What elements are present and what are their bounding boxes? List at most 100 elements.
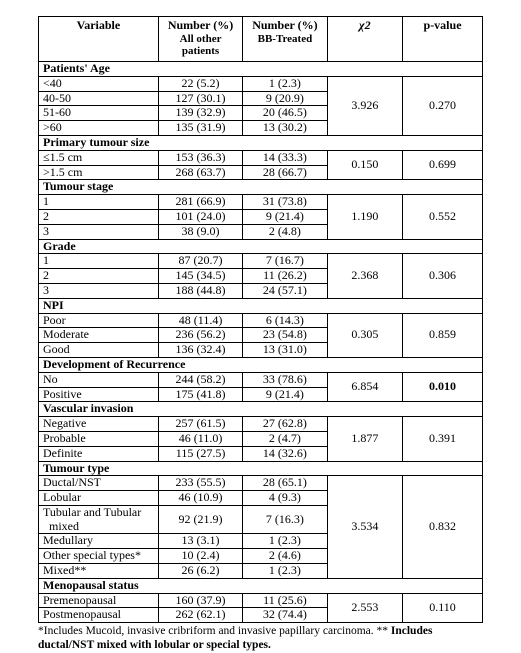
cell-n1: 139 (32.9) xyxy=(158,106,242,121)
section-title: Menopausal status xyxy=(39,578,483,593)
stats-table: Variable Number (%) All other patients N… xyxy=(38,16,483,623)
section-header: Menopausal status xyxy=(39,578,483,593)
cell-n2: 13 (30.2) xyxy=(243,121,327,136)
cell-n2: 1 (2.3) xyxy=(243,564,327,579)
cell-n2: 28 (66.7) xyxy=(243,165,327,180)
col-n1-sub: All other patients xyxy=(161,33,240,57)
cell-n1: 92 (21.9) xyxy=(158,505,242,534)
section-title: Tumour type xyxy=(39,461,483,476)
footnote: *Includes Mucoid, invasive cribriform an… xyxy=(38,625,483,653)
section-title: Tumour stage xyxy=(39,180,483,195)
row-label: 2 xyxy=(39,269,159,284)
cell-n1: 46 (11.0) xyxy=(158,431,242,446)
table-header-row: Variable Number (%) All other patients N… xyxy=(39,17,483,62)
cell-chi2: 3.926 xyxy=(327,76,402,135)
cell-n1: 101 (24.0) xyxy=(158,209,242,224)
section-title: Vascular invasion xyxy=(39,402,483,417)
cell-n1: 244 (58.2) xyxy=(158,372,242,387)
cell-pvalue: 0.552 xyxy=(403,195,483,239)
row-label: 40-50 xyxy=(39,91,159,106)
row-label: Positive xyxy=(39,387,159,402)
table-row: 1281 (66.9)31 (73.8)1.1900.552 xyxy=(39,195,483,210)
row-label: 1 xyxy=(39,195,159,210)
cell-n1: 233 (55.5) xyxy=(158,476,242,491)
cell-n1: 22 (5.2) xyxy=(158,76,242,91)
cell-n1: 257 (61.5) xyxy=(158,417,242,432)
cell-n2: 11 (25.6) xyxy=(243,593,327,608)
col-n1: Number (%) All other patients xyxy=(158,17,242,62)
row-label: Premenopausal xyxy=(39,593,159,608)
cell-pvalue: 0.859 xyxy=(403,313,483,357)
cell-pvalue: 0.391 xyxy=(403,417,483,461)
table-row: Negative257 (61.5)27 (62.8)1.8770.391 xyxy=(39,417,483,432)
table-row: Ductal/NST233 (55.5)28 (65.1)3.5340.832 xyxy=(39,476,483,491)
cell-n2: 28 (65.1) xyxy=(243,476,327,491)
cell-pvalue: 0.270 xyxy=(403,76,483,135)
cell-n2: 11 (26.2) xyxy=(243,269,327,284)
row-label: Good xyxy=(39,343,159,358)
cell-n1: 46 (10.9) xyxy=(158,491,242,506)
row-label: Mixed** xyxy=(39,564,159,579)
row-label: Poor xyxy=(39,313,159,328)
section-title: NPI xyxy=(39,298,483,313)
col-p: p-value xyxy=(403,17,483,62)
row-label: >1.5 cm xyxy=(39,165,159,180)
table-row: ≤1.5 cm153 (36.3)14 (33.3)0.1500.699 xyxy=(39,150,483,165)
cell-n2: 24 (57.1) xyxy=(243,283,327,298)
section-header: Tumour type xyxy=(39,461,483,476)
cell-pvalue: 0.832 xyxy=(403,476,483,579)
row-label: Other special types* xyxy=(39,549,159,564)
cell-n2: 9 (20.9) xyxy=(243,91,327,106)
col-chi2: χ2 xyxy=(327,17,402,62)
cell-chi2: 6.854 xyxy=(327,372,402,402)
cell-n1: 10 (2.4) xyxy=(158,549,242,564)
cell-chi2: 2.553 xyxy=(327,593,402,623)
cell-n1: 48 (11.4) xyxy=(158,313,242,328)
section-header: Vascular invasion xyxy=(39,402,483,417)
cell-n1: 281 (66.9) xyxy=(158,195,242,210)
cell-n2: 20 (46.5) xyxy=(243,106,327,121)
table-row: Premenopausal160 (37.9)11 (25.6)2.5530.1… xyxy=(39,593,483,608)
table-row: No244 (58.2)33 (78.6)6.8540.010 xyxy=(39,372,483,387)
cell-n2: 9 (21.4) xyxy=(243,209,327,224)
row-label: Postmenopausal xyxy=(39,608,159,623)
row-label: No xyxy=(39,372,159,387)
cell-n2: 23 (54.8) xyxy=(243,328,327,343)
cell-chi2: 0.305 xyxy=(327,313,402,357)
section-header: Patients' Age xyxy=(39,61,483,76)
cell-n1: 115 (27.5) xyxy=(158,446,242,461)
row-label: 3 xyxy=(39,283,159,298)
cell-n2: 2 (4.8) xyxy=(243,224,327,239)
row-label: ≤1.5 cm xyxy=(39,150,159,165)
cell-n1: 268 (63.7) xyxy=(158,165,242,180)
cell-n2: 2 (4.6) xyxy=(243,549,327,564)
cell-n1: 153 (36.3) xyxy=(158,150,242,165)
cell-n1: 26 (6.2) xyxy=(158,564,242,579)
cell-pvalue: 0.306 xyxy=(403,254,483,298)
cell-n2: 6 (14.3) xyxy=(243,313,327,328)
cell-n1: 136 (32.4) xyxy=(158,343,242,358)
col-n2-title: Number (%) xyxy=(252,18,317,32)
row-label: 3 xyxy=(39,224,159,239)
cell-chi2: 0.150 xyxy=(327,150,402,180)
table-row: <4022 (5.2)1 (2.3)3.9260.270 xyxy=(39,76,483,91)
section-title: Primary tumour size xyxy=(39,135,483,150)
section-title: Development of Recurrence xyxy=(39,357,483,372)
row-label: >60 xyxy=(39,121,159,136)
cell-n2: 14 (32.6) xyxy=(243,446,327,461)
col-n2-sub: BB-Treated xyxy=(245,33,324,45)
cell-n2: 1 (2.3) xyxy=(243,534,327,549)
cell-n2: 7 (16.7) xyxy=(243,254,327,269)
section-header: Tumour stage xyxy=(39,180,483,195)
row-label: <40 xyxy=(39,76,159,91)
cell-n1: 87 (20.7) xyxy=(158,254,242,269)
cell-n2: 14 (33.3) xyxy=(243,150,327,165)
row-label: Moderate xyxy=(39,328,159,343)
cell-n1: 135 (31.9) xyxy=(158,121,242,136)
cell-n2: 7 (16.3) xyxy=(243,505,327,534)
row-label: Definite xyxy=(39,446,159,461)
cell-n1: 262 (62.1) xyxy=(158,608,242,623)
cell-n2: 33 (78.6) xyxy=(243,372,327,387)
cell-n1: 236 (56.2) xyxy=(158,328,242,343)
section-header: Grade xyxy=(39,239,483,254)
